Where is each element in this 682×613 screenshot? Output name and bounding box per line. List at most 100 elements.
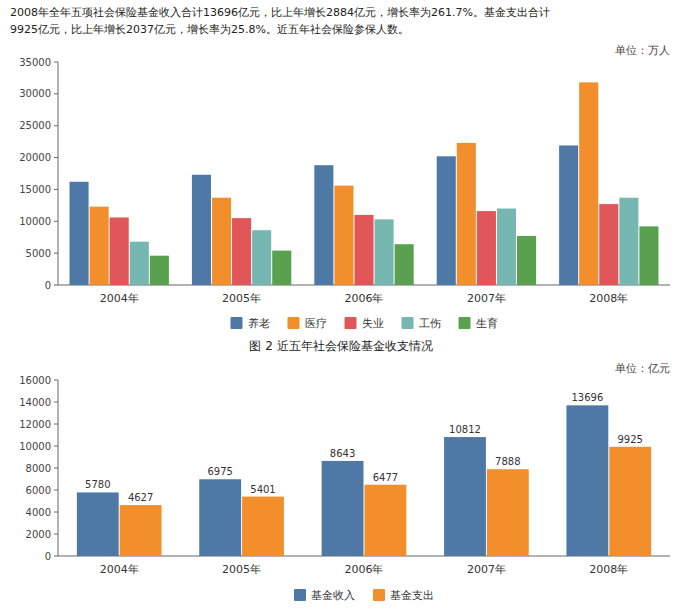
legend-swatch [345,317,357,329]
y-tick-label: 15000 [19,184,51,195]
legend-swatch [294,589,306,601]
bar [599,204,618,285]
data-label: 9925 [617,434,642,445]
y-tick-label: 14000 [19,397,51,408]
chart-root: 2008年全年五项社会保险基金收入合计13696亿元，比上年增长2884亿元，增… [0,0,682,613]
y-tick-label: 20000 [19,152,51,163]
tick-mark [54,446,58,447]
data-label: 6477 [373,472,398,483]
bar [272,251,291,285]
bar [487,469,529,556]
bar [90,207,109,285]
x-tick-label: 2008年 [589,292,628,305]
legend-label: 基金支出 [390,589,434,602]
data-label: 5780 [85,479,110,490]
bar [77,492,119,556]
bar [395,244,414,285]
y-tick-label: 35000 [19,57,51,68]
legend-swatch [231,317,243,329]
y-tick-label: 8000 [26,463,51,474]
legend-label: 医疗 [305,317,327,330]
x-tick-label: 2007年 [467,563,506,576]
tick-mark [54,62,58,63]
bar [150,256,169,285]
data-label: 10812 [449,424,481,435]
header-text: 9925亿元，比上年增长2037亿元，增长率为25.8%。近五年社会保险参保人数… [10,23,409,36]
y-tick-label: 0 [45,551,51,562]
y-tick-label: 25000 [19,120,51,131]
bar [314,165,333,285]
bar [639,226,658,285]
header-text: 2008年全年五项社会保险基金收入合计13696亿元，比上年增长2884亿元，增… [10,6,550,19]
y-axis-line [58,380,59,556]
data-label: 5401 [250,484,275,495]
y-tick-label: 10000 [19,441,51,452]
bar [334,186,353,285]
data-label: 13696 [571,392,603,403]
tick-mark [54,556,58,557]
y-tick-label: 4000 [26,507,51,518]
data-labels: 5780462769755401864364771081278881369699… [85,392,643,503]
y-tick-label: 5000 [26,248,51,259]
legend-swatch [373,589,385,601]
x-tick-label: 2005年 [222,292,261,305]
bar [192,175,211,285]
bar [619,198,638,285]
tick-mark [54,125,58,126]
data-label: 4627 [128,492,153,503]
bar [232,218,251,285]
y-tick-label: 0 [45,280,51,291]
legend-swatch [288,317,300,329]
tick-mark [54,253,58,254]
y-axis-line [58,62,59,285]
tick-mark [54,221,58,222]
y-tick-label: 10000 [19,216,51,227]
x-tick-label: 2005年 [222,563,261,576]
tick-mark [54,490,58,491]
bar [242,497,284,556]
legend-label: 失业 [362,317,384,330]
bar [517,236,536,285]
legend: 养老医疗失业工伤生育 [231,317,498,330]
y-tick-label: 6000 [26,485,51,496]
tick-mark [54,189,58,190]
bar [497,209,516,285]
legend-label: 工伤 [419,317,441,330]
unit-label: 单位：万人 [615,44,670,57]
bars [70,82,659,285]
tick-mark [54,534,58,535]
bar [375,219,394,285]
x-tick-label: 2008年 [589,563,628,576]
tick-mark [54,424,58,425]
y-tick-label: 30000 [19,88,51,99]
tick-mark [54,93,58,94]
chart-1: 图 2 近五年社会保险基金收支情况单位：亿元020004000600080001… [19,339,670,602]
bar [609,447,651,556]
x-tick-label: 2006年 [345,563,384,576]
x-tick-label: 2006年 [345,292,384,305]
bar [70,182,89,285]
tick-mark [54,157,58,158]
bars [77,405,651,556]
tick-mark [54,380,58,381]
bar [130,242,149,285]
bar [566,405,608,556]
data-label: 7888 [495,456,520,467]
legend-label: 基金收入 [311,589,355,602]
bar [322,461,364,556]
chart-title: 图 2 近五年社会保险基金收支情况 [249,339,432,353]
tick-mark [54,468,58,469]
bar [559,145,578,285]
x-tick-label: 2004年 [100,292,139,305]
tick-mark [54,512,58,513]
bar [437,156,456,285]
legend-label: 养老 [248,317,270,330]
tick-mark [54,285,58,286]
bar [199,479,241,556]
bar [212,198,231,285]
bar [110,217,129,285]
bar [477,211,496,285]
chart-0: 2008年全年五项社会保险基金收入合计13696亿元，比上年增长2884亿元，增… [10,6,670,330]
x-tick-label: 2007年 [467,292,506,305]
bar [457,143,476,285]
